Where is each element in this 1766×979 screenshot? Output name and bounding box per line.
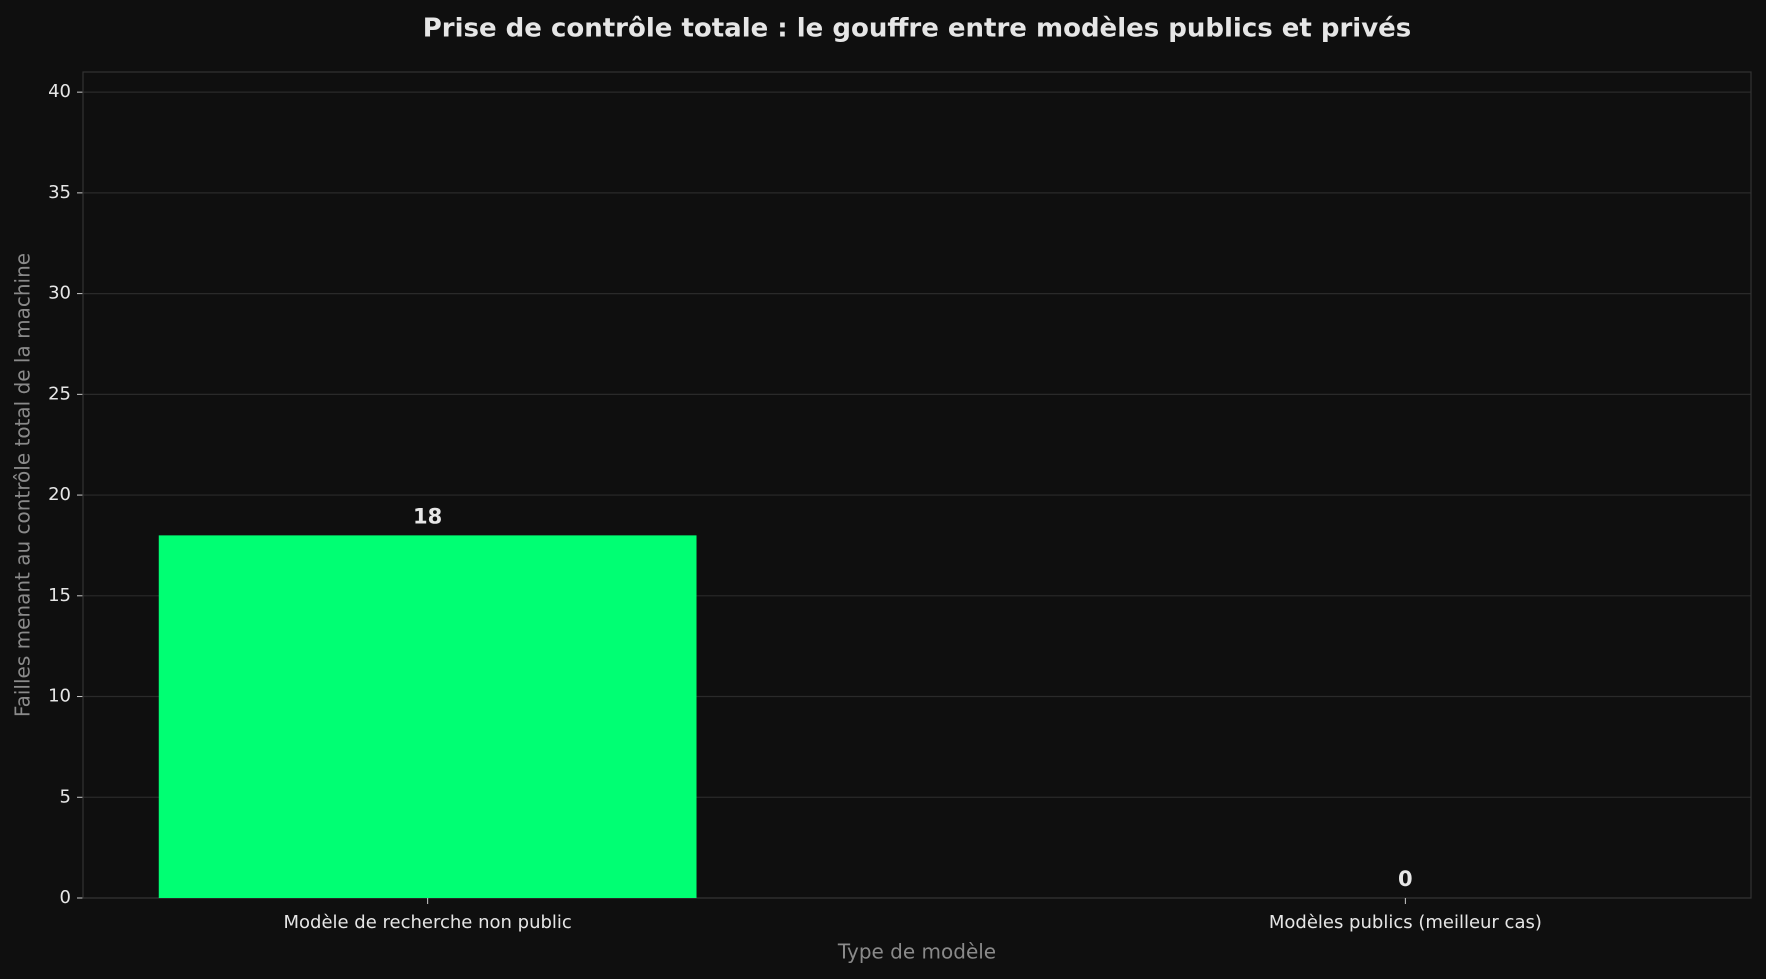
y-tick-label: 30 (48, 283, 71, 304)
y-tick-label: 15 (48, 585, 71, 606)
y-tick-label: 0 (60, 887, 71, 908)
x-tick-label: Modèles publics (meilleur cas) (1269, 912, 1542, 933)
y-tick-label: 25 (48, 383, 71, 404)
bar (158, 535, 697, 898)
y-tick-label: 35 (48, 182, 71, 203)
chart-title: Prise de contrôle totale : le gouffre en… (423, 14, 1412, 44)
y-tick-label: 20 (48, 484, 71, 505)
y-axis-label: Failles menant au contrôle total de la m… (11, 253, 35, 717)
value-label: 18 (413, 504, 442, 528)
x-axis-label: Type de modèle (837, 940, 996, 964)
plot-frame (82, 71, 1752, 899)
y-tick-label: 40 (48, 81, 71, 102)
y-tick-label: 10 (48, 686, 71, 707)
value-label: 0 (1398, 867, 1413, 891)
x-tick-label: Modèle de recherche non public (283, 912, 571, 933)
y-tick-label: 5 (60, 786, 71, 807)
